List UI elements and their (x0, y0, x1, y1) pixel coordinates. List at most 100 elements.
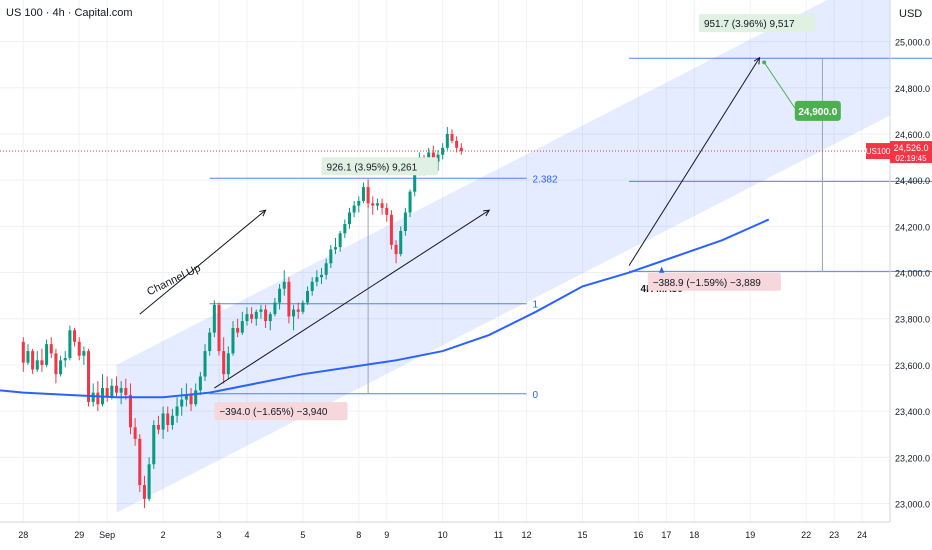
candle (82, 346, 86, 365)
ma50-path (0, 218, 770, 399)
candle (403, 207, 407, 236)
candle (54, 348, 58, 384)
candle-body (450, 133, 454, 141)
trend-arrow (214, 210, 489, 389)
candle (436, 150, 440, 171)
candle (343, 219, 347, 238)
candle (49, 337, 53, 359)
candle-body (142, 485, 146, 499)
fibonacci-levels: 012.382012.382 (209, 57, 932, 401)
candle-body (347, 212, 351, 225)
candle-body (68, 330, 72, 359)
candle-body (240, 321, 244, 333)
candle-body (292, 309, 296, 317)
candle-body (110, 385, 114, 398)
candle (156, 415, 160, 435)
candle (208, 327, 212, 356)
candle-body (278, 288, 282, 303)
candle-body (310, 281, 314, 292)
candle (441, 143, 445, 160)
x-tick-label: 16 (633, 530, 643, 540)
candle (306, 286, 310, 305)
candle-body (77, 341, 81, 356)
trend-arrow (628, 58, 759, 266)
candle (292, 304, 296, 331)
x-tick-label: 12 (522, 530, 532, 540)
candle-body (138, 438, 142, 486)
candle (100, 374, 105, 407)
candle-body (180, 399, 184, 407)
candle-body (273, 302, 277, 315)
price-tag (890, 141, 932, 164)
candle (40, 348, 44, 372)
candle (264, 304, 268, 328)
y-tick-label: 23,400.0 (895, 407, 930, 417)
candle-body (245, 314, 249, 322)
candle-body (357, 200, 361, 206)
candle (333, 237, 338, 255)
candle-body (399, 230, 403, 255)
candle-body (264, 309, 268, 322)
candle (408, 189, 412, 218)
candle-body (296, 309, 300, 312)
x-tick-label: 10 (438, 530, 448, 540)
measure-box (647, 272, 781, 291)
currency-label: USD (899, 8, 923, 20)
candle-body (231, 327, 235, 354)
candle (287, 277, 291, 324)
candle-body (35, 360, 39, 370)
candle-body (133, 427, 137, 439)
candle (380, 198, 384, 215)
candles[interactable] (21, 127, 463, 509)
y-tick-label: 24,600.0 (895, 130, 930, 140)
candle-body (96, 392, 100, 405)
candle (226, 346, 230, 379)
candle-body (161, 413, 165, 430)
y-tick-label: 24,800.0 (895, 84, 930, 94)
candle-body (166, 413, 170, 425)
candle (231, 321, 235, 356)
x-tick-label: 3 (216, 530, 221, 540)
candle-body (287, 281, 291, 317)
x-tick-label: 24 (857, 530, 867, 540)
candle (31, 348, 35, 375)
candle (245, 307, 249, 326)
candle (338, 230, 342, 252)
y-tick-label: 25,000.0 (895, 38, 930, 48)
x-tick-label: 23 (829, 530, 839, 540)
candle-body (63, 358, 67, 361)
candle (45, 339, 49, 368)
trend-arrow (139, 210, 266, 315)
target-point (762, 60, 767, 65)
measure-box (698, 14, 816, 33)
candle (296, 302, 300, 319)
candle (128, 383, 132, 435)
candle-body (250, 314, 254, 319)
x-tick-label: Sep (99, 530, 115, 540)
candle (352, 200, 356, 218)
candle (138, 434, 142, 492)
candle (21, 337, 25, 372)
target-badge (794, 100, 841, 121)
candle (445, 127, 449, 151)
candle-body (375, 203, 379, 206)
candle-body (306, 291, 310, 303)
target-value: 24,900.0 (798, 107, 837, 118)
candle-body (73, 330, 77, 342)
candle (273, 297, 277, 317)
candle-body (170, 415, 174, 425)
candle-body (361, 187, 365, 201)
candle (133, 418, 137, 446)
candle-body (455, 140, 459, 148)
candle-body (59, 360, 63, 375)
measure-box (321, 157, 438, 176)
candle-body (194, 390, 198, 405)
x-tick-label: 4 (244, 530, 249, 540)
candle (142, 475, 146, 509)
candle (282, 270, 286, 296)
candle (315, 270, 319, 287)
candle-body (329, 249, 333, 264)
candle (161, 406, 165, 439)
